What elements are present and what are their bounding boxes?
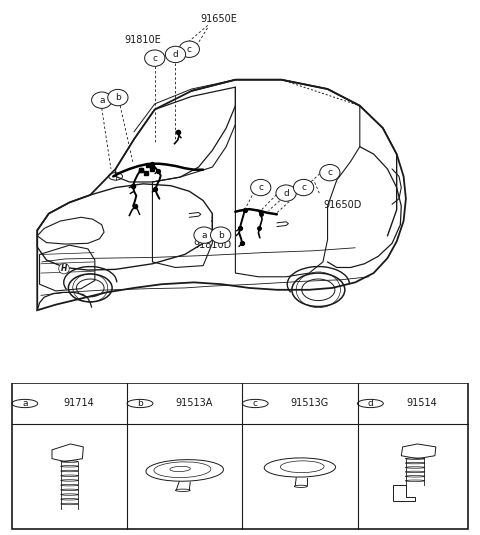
Circle shape xyxy=(144,50,165,66)
Text: 91650E: 91650E xyxy=(201,14,238,25)
Text: a: a xyxy=(99,96,105,105)
Text: c: c xyxy=(252,399,258,408)
Circle shape xyxy=(165,46,186,63)
Circle shape xyxy=(179,41,200,57)
Circle shape xyxy=(320,164,340,181)
Text: d: d xyxy=(173,50,179,59)
Circle shape xyxy=(251,179,271,196)
Text: 91513A: 91513A xyxy=(175,399,213,409)
Circle shape xyxy=(127,399,153,408)
Text: 91514: 91514 xyxy=(406,399,437,409)
Text: a: a xyxy=(22,399,27,408)
Circle shape xyxy=(12,399,38,408)
Text: 91650D: 91650D xyxy=(323,201,361,210)
Text: H: H xyxy=(61,264,67,273)
Text: 91714: 91714 xyxy=(63,399,94,409)
Circle shape xyxy=(211,227,231,243)
Circle shape xyxy=(242,399,268,408)
Text: d: d xyxy=(283,189,289,197)
Text: d: d xyxy=(368,399,373,408)
Text: 91810D: 91810D xyxy=(193,240,231,250)
Circle shape xyxy=(276,185,296,201)
Text: c: c xyxy=(152,54,157,63)
Text: c: c xyxy=(301,183,306,192)
Text: c: c xyxy=(187,45,192,54)
Circle shape xyxy=(92,92,112,109)
Circle shape xyxy=(293,179,314,196)
Text: 91513G: 91513G xyxy=(290,399,328,409)
Text: 91810E: 91810E xyxy=(124,35,161,45)
Circle shape xyxy=(194,227,214,243)
Text: b: b xyxy=(115,93,121,102)
Text: c: c xyxy=(327,168,332,177)
Text: c: c xyxy=(258,183,263,192)
Circle shape xyxy=(108,89,128,106)
Text: b: b xyxy=(137,399,143,408)
Circle shape xyxy=(358,399,384,408)
Text: a: a xyxy=(201,231,207,240)
Text: b: b xyxy=(218,231,224,240)
